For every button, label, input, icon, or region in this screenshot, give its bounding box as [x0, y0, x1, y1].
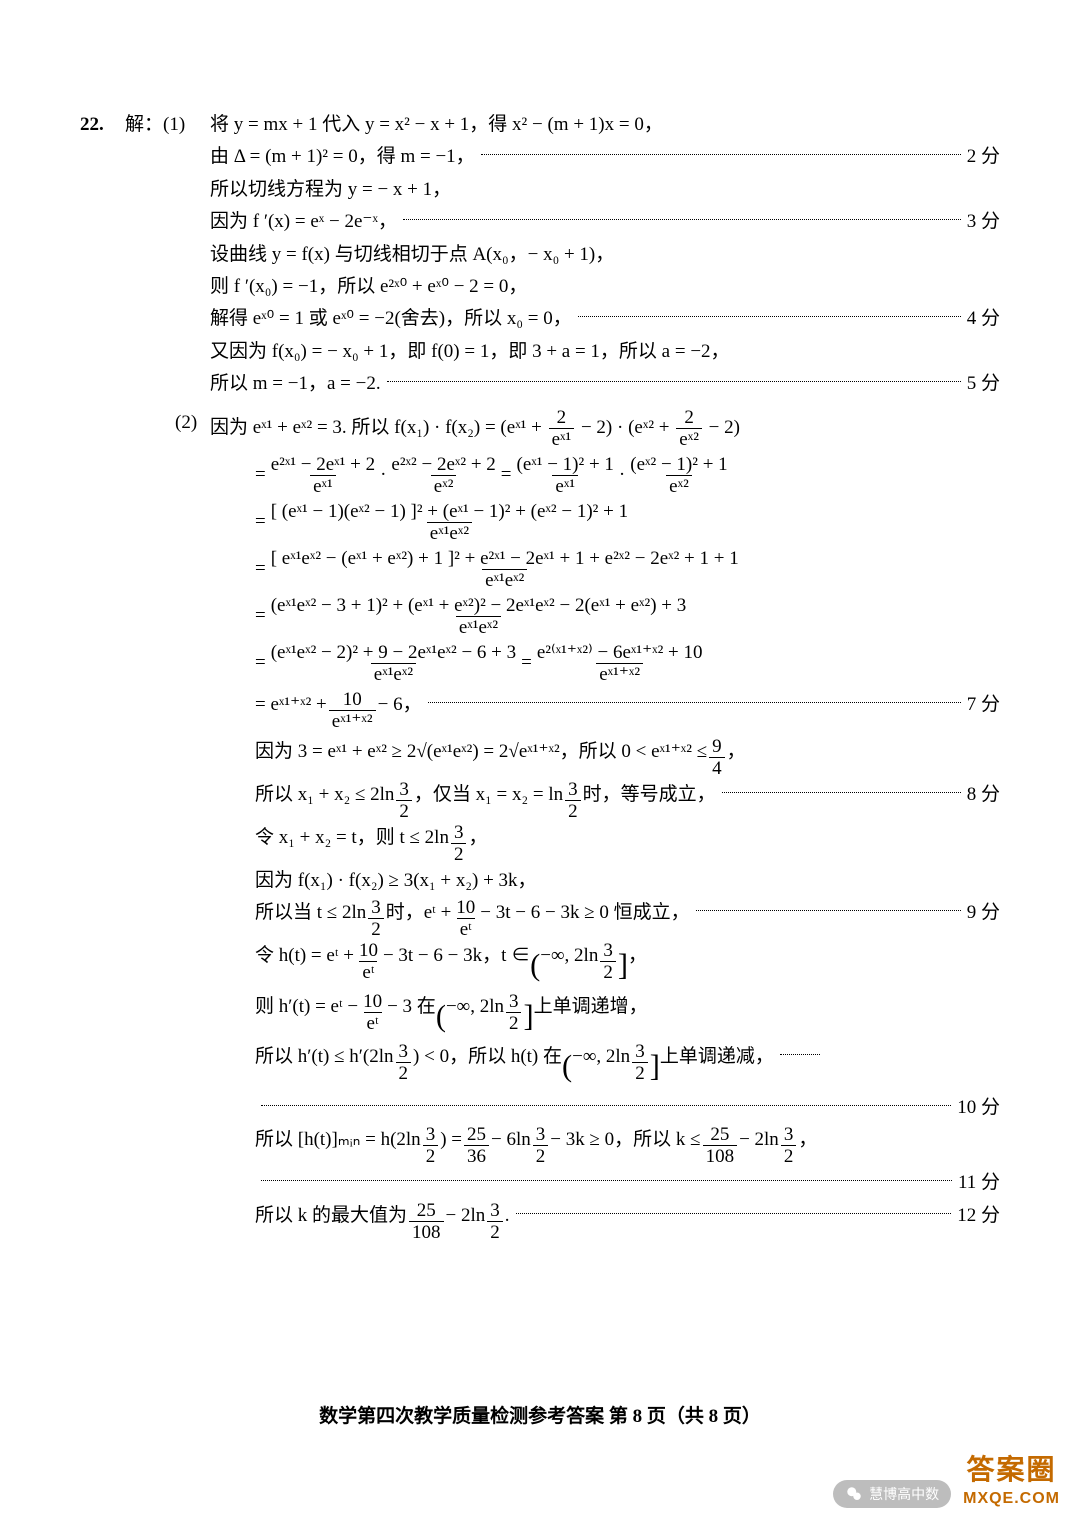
stamp-top-text: 答案圈	[967, 1448, 1057, 1488]
eq-chain-2: = [ (eˣ¹ − 1)(eˣ² − 1) ]² + (eˣ¹ − 1)² +…	[80, 502, 1000, 543]
line-p1-7: 解得 eˣ⁰ = 1 或 eˣ⁰ = −2(舍去)，所以 x₀ = 0， 4 分	[80, 304, 1000, 334]
line-text: 所以切线方程为 y = − x + 1，	[210, 175, 1000, 205]
line-text: 由 Δ = (m + 1)² = 0，得 m = −1，	[210, 142, 475, 172]
watermark-group: 慧博高中数 答案圈 MXQE.COM	[833, 1448, 1060, 1508]
intro-prefix: 因为 eˣ¹ + eˣ² = 3. 所以 f(x₁) · f(x₂) = (eˣ…	[210, 416, 547, 437]
line-text: 将 y = mx + 1 代入 y = x² − x + 1，得 x² − (m…	[210, 110, 1000, 140]
line-text: 则 f ′(x₀) = −1，所以 e²ˣ⁰ + eˣ⁰ − 2 = 0，	[210, 272, 1000, 302]
line-after-5: 令 h(t) = eᵗ + 10eᵗ − 3t − 6 − 3k，t ∈ ( −…	[80, 941, 1000, 990]
leader-dots	[516, 1201, 952, 1214]
score-marker: 12 分	[957, 1201, 1000, 1231]
line-text: 所以 m = −1，a = −2.	[210, 369, 381, 399]
eq-chain-3: = [ eˣ¹eˣ² − (eˣ¹ + eˣ²) + 1 ]² + e²ˣ¹ −…	[80, 549, 1000, 590]
exam-solution-page: 22. 解：(1) 将 y = mx + 1 代入 y = x² − x + 1…	[0, 0, 1080, 1528]
stamp-bottom-text: MXQE.COM	[963, 1490, 1060, 1508]
line-text: 设曲线 y = f(x) 与切线相切于点 A(x₀，− x₀ + 1)，	[210, 240, 1000, 270]
line-after-0: 因为 3 = eˣ¹ + eˣ² ≥ 2√(eˣ¹eˣ²) = 2√eˣ¹⁺ˣ²…	[80, 737, 1000, 778]
line-after-1: 所以 x₁ + x₂ ≤ 2ln 32 ，仅当 x₁ = x₂ = ln 32 …	[80, 780, 1000, 821]
line-after-2: 令 x₁ + x₂ = t，则 t ≤ 2ln 32 ，	[80, 823, 1000, 864]
line-p1-5: 设曲线 y = f(x) 与切线相切于点 A(x₀，− x₀ + 1)，	[80, 240, 1000, 270]
line-after-7: 所以 h′(t) ≤ h′(2ln 32 ) < 0，所以 h(t) 在 ( −…	[80, 1042, 1000, 1091]
score-marker: 3 分	[967, 207, 1000, 237]
line-p1-8: 又因为 f(x₀) = − x₀ + 1，即 f(0) = 1，即 3 + a …	[80, 337, 1000, 367]
question-number: 22.	[80, 110, 125, 140]
leader-dots	[722, 780, 961, 793]
line-p1-3: 所以切线方程为 y = − x + 1，	[80, 175, 1000, 205]
line-p1-6: 则 f ′(x₀) = −1，所以 e²ˣ⁰ + eˣ⁰ − 2 = 0，	[80, 272, 1000, 302]
wechat-badge: 慧博高中数	[833, 1480, 951, 1508]
line-hmin: 所以 [h(t)]ₘᵢₙ = h(2ln 32 ) = 2536 − 6ln 3…	[80, 1125, 1000, 1166]
line-after-3: 因为 f(x₁) · f(x₂) ≥ 3(x₁ + x₂) + 3k，	[80, 866, 1000, 896]
score-10-line: 10 分	[80, 1093, 1000, 1123]
leader-dots	[261, 1168, 952, 1181]
line-p1-9: 所以 m = −1，a = −2. 5 分	[80, 369, 1000, 399]
score-marker: 5 分	[967, 369, 1000, 399]
score-marker: 8 分	[967, 780, 1000, 810]
line-final-k: 所以 k 的最大值为 25108 − 2ln 32 . 12 分	[80, 1201, 1000, 1242]
answer-stamp: 答案圈 MXQE.COM	[963, 1448, 1060, 1508]
leader-dots	[696, 898, 961, 911]
line-text: 解得 eˣ⁰ = 1 或 eˣ⁰ = −2(舍去)，所以 x₀ = 0，	[210, 304, 572, 334]
leader-dots	[481, 142, 961, 155]
line-after-6: 则 h′(t) = eᵗ − 10eᵗ − 3 在 ( −∞, 2ln 32 ]…	[80, 992, 1000, 1041]
line-p1-4: 因为 f ′(x) = eˣ − 2e⁻ˣ， 3 分	[80, 207, 1000, 237]
line-text: 因为 f ′(x) = eˣ − 2e⁻ˣ，	[210, 207, 397, 237]
leader-dots	[387, 369, 961, 382]
score-marker: 2 分	[967, 142, 1000, 172]
leader-dots	[403, 207, 961, 220]
score-marker: 11 分	[958, 1168, 1000, 1198]
score-marker: 9 分	[967, 898, 1000, 928]
leader-dots	[578, 304, 961, 317]
score-marker: 7 分	[967, 690, 1000, 720]
eq-final: = eˣ¹⁺ˣ² + 10eˣ¹⁺ˣ² − 6， 7 分	[80, 690, 1000, 731]
solution-lead: 解：(1)	[125, 110, 210, 140]
wechat-label: 慧博高中数	[869, 1484, 939, 1504]
part2-lead: (2)	[175, 408, 210, 438]
wechat-icon	[845, 1485, 863, 1503]
score-marker: 10 分	[957, 1093, 1000, 1123]
score-11-line: 11 分	[80, 1168, 1000, 1198]
line-p2-intro: (2) 因为 eˣ¹ + eˣ² = 3. 所以 f(x₁) · f(x₂) =…	[80, 408, 1000, 449]
eq-chain-1: = e²ˣ¹ − 2eˣ¹ + 2eˣ¹ · e²ˣ² − 2eˣ² + 2eˣ…	[80, 455, 1000, 496]
eq-chain-4: = (eˣ¹eˣ² − 3 + 1)² + (eˣ¹ + eˣ²)² − 2eˣ…	[80, 596, 1000, 637]
intro-text: 因为 eˣ¹ + eˣ² = 3. 所以 f(x₁) · f(x₂) = (eˣ…	[210, 408, 740, 449]
leader-dots	[261, 1093, 951, 1106]
eq-chain-5: = (eˣ¹eˣ² − 2)² + 9 − 2eˣ¹eˣ² − 6 + 3eˣ¹…	[80, 643, 1000, 684]
leader-dots	[428, 690, 961, 703]
line-p1-2: 由 Δ = (m + 1)² = 0，得 m = −1， 2 分	[80, 142, 1000, 172]
line-after-4: 所以当 t ≤ 2ln 32 时，eᵗ + 10eᵗ − 3t − 6 − 3k…	[80, 898, 1000, 939]
page-footer: 数学第四次教学质量检测参考答案 第 8 页（共 8 页）	[0, 1401, 1080, 1428]
line-p1-1: 22. 解：(1) 将 y = mx + 1 代入 y = x² − x + 1…	[80, 110, 1000, 140]
score-marker: 4 分	[967, 304, 1000, 334]
line-text: 又因为 f(x₀) = − x₀ + 1，即 f(0) = 1，即 3 + a …	[210, 337, 1000, 367]
leader-dots	[780, 1042, 820, 1055]
